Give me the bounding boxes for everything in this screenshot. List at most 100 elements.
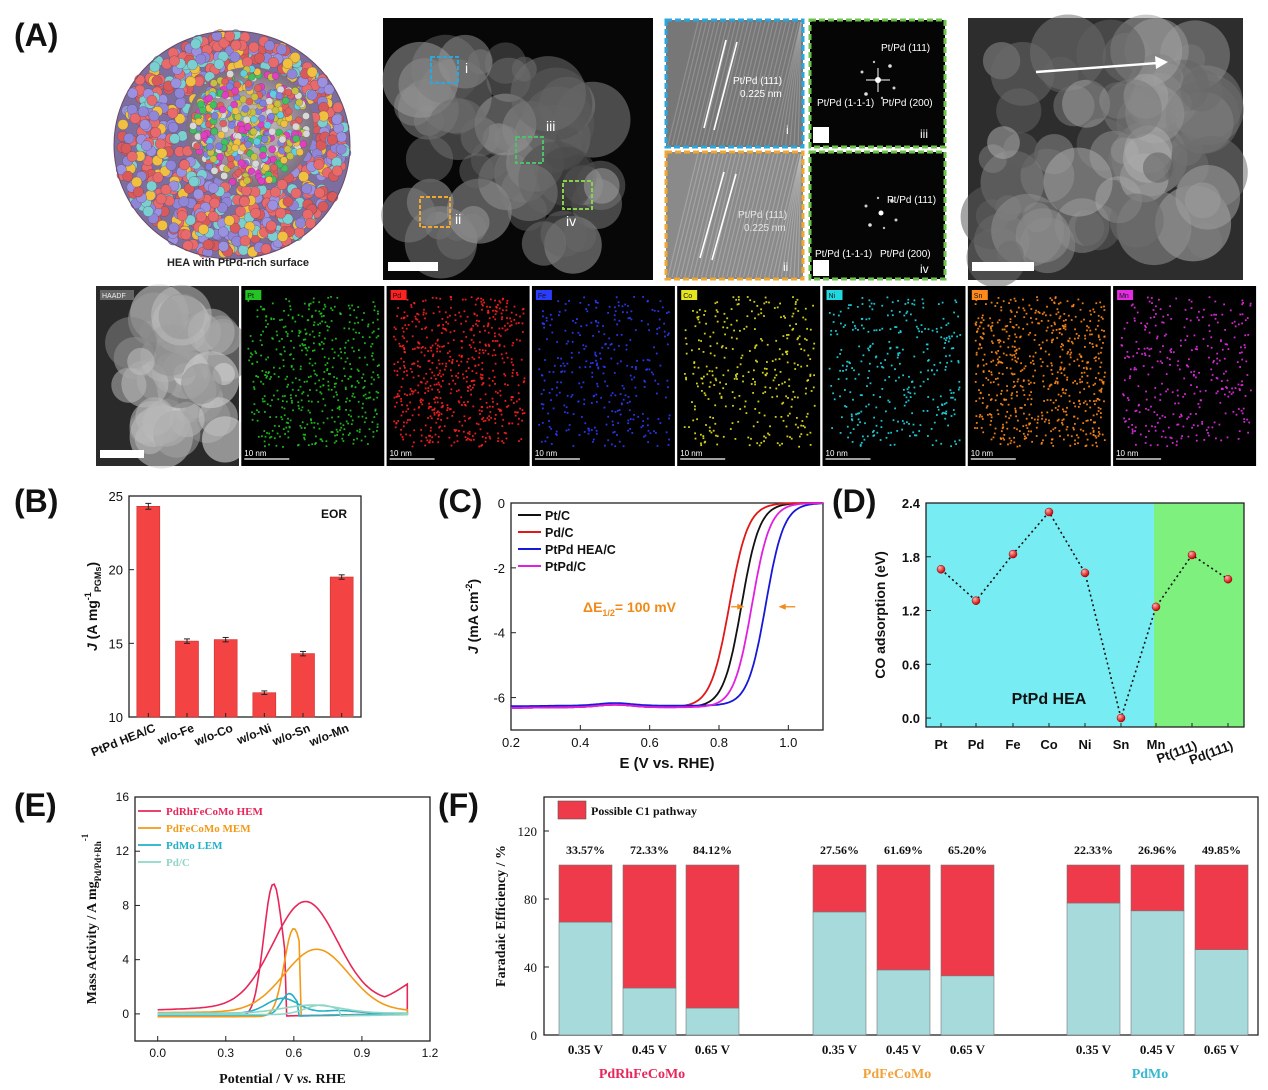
f-bar-rest — [1066, 902, 1121, 1036]
c-legend-entry: PtPd/C — [545, 560, 586, 574]
hrtem-ii-plane: Pt/Pd (111) — [738, 210, 787, 221]
e-series-line — [157, 1004, 409, 1017]
panel-a: HEA with PtPd-rich surface i ii iii iv P… — [96, 14, 1257, 469]
e-ytick: 0 — [122, 1007, 129, 1021]
fft-iii-spot-1: Pt/Pd (111) — [881, 43, 930, 54]
c-series-line — [510, 502, 823, 708]
eds-map-tag-fe: Fe — [538, 293, 546, 300]
hrtem-i: Pt/Pd (111) 0.225 nm i — [664, 18, 805, 149]
eds-map-fe: 10 nm Fe — [531, 286, 675, 466]
b-annotation: EOR — [321, 507, 347, 521]
panel-label-c: (C) — [438, 483, 482, 519]
b-ytick: 15 — [109, 636, 123, 651]
f-bar-label: 26.96% — [1138, 843, 1177, 857]
e-xlabel: Potential / V vs. RHE — [219, 1072, 346, 1087]
eds-map-haadf: HAADF — [96, 284, 253, 469]
f-bar-rest — [622, 987, 677, 1036]
f-bar-label: 65.20% — [948, 843, 987, 857]
f-bar-rest — [1130, 910, 1185, 1036]
d-point — [971, 596, 981, 605]
e-legend-entry: Pd/C — [166, 857, 190, 869]
d-category-label: Ni — [1079, 737, 1092, 752]
eds-map-scale-pt: 10 nm — [244, 449, 267, 458]
roi-label-iv: iv — [566, 213, 576, 229]
e-xtick: 1.2 — [422, 1046, 439, 1060]
b-ytick: 10 — [109, 710, 123, 725]
eds-map-pt: 10 nm Pt — [241, 286, 385, 466]
c-series-line — [511, 502, 823, 709]
f-ytick: 120 — [518, 824, 538, 839]
f-bar-rest — [940, 975, 995, 1036]
f-bar-label: 27.56% — [820, 843, 859, 857]
scale-bar — [388, 262, 438, 271]
d-point — [1116, 713, 1126, 723]
c-xtick: 0.6 — [641, 735, 659, 750]
c-xtick: 0.4 — [571, 735, 589, 750]
f-bar-label: 33.57% — [566, 843, 605, 857]
c-xtick: 0.2 — [502, 735, 520, 750]
hrtem-i-spacing: 0.225 nm — [740, 89, 782, 100]
b-category-label: w/o-Sn — [269, 721, 312, 749]
fft-iv-spot-2: Pt/Pd (1-1-1) — [815, 249, 872, 260]
d-category-label: Pd — [968, 737, 985, 752]
eds-map-tag-haadf: HAADF — [102, 293, 126, 300]
hrtem-ii-label: ii — [783, 260, 788, 274]
fft-iii: Pt/Pd (111) Pt/Pd (1-1-1) Pt/Pd (200) ii… — [808, 18, 947, 149]
c-xtick: 1.0 — [779, 735, 797, 750]
f-bar-rest — [558, 921, 613, 1036]
f-bar-c1 — [876, 864, 931, 971]
d-region-label: PtPd HEA — [1012, 691, 1087, 708]
f-bar-c1 — [685, 864, 740, 1009]
d-category-label: Fe — [1005, 737, 1020, 752]
c-ytick: -4 — [493, 626, 505, 641]
e-ytick: 4 — [122, 953, 129, 967]
hrtem-ii-spacing: 0.225 nm — [744, 223, 786, 234]
c-ytick: 0 — [498, 496, 505, 511]
f-x-label: 0.45 V — [886, 1042, 922, 1057]
f-x-label: 0.45 V — [632, 1042, 668, 1057]
eds-map-pd: 10 nm Pd — [386, 286, 530, 466]
eds-map-scale-co: 10 nm — [680, 449, 703, 458]
hrtem-i-plane: Pt/Pd (111) — [733, 76, 782, 87]
c-ytick: -6 — [493, 691, 505, 706]
e-legend-entry: PdRhFeCoMo HEM — [166, 806, 263, 818]
e-ylabel: Mass Activity / A mgPd/Pd+Rh-1 — [80, 833, 103, 1004]
d-point — [1187, 550, 1197, 560]
c-legend-entry: PtPd HEA/C — [545, 543, 616, 557]
b-category-label: w/o-Co — [192, 721, 235, 749]
eds-map-scale-ni: 10 nm — [826, 449, 849, 458]
hrtem-i-label: i — [786, 123, 789, 137]
e-xtick: 0.6 — [286, 1046, 303, 1060]
f-x-label: 0.65 V — [695, 1042, 731, 1057]
panel-c-lsv-chart: 0.2 0.4 0.6 0.8 1.0 0 -2 -4 -6 Pt/C Pd/C PtPd HEA/C… — [464, 496, 824, 772]
f-bar-rest — [1194, 949, 1249, 1036]
fft-iii-spot-3: Pt/Pd (200) — [882, 98, 933, 109]
f-x-label: 0.45 V — [1140, 1042, 1176, 1057]
haadf-linescan — [960, 14, 1248, 288]
eds-map-co: 10 nm Co — [677, 286, 821, 466]
fft-iv: Pt/Pd (111) Pt/Pd (1-1-1) Pt/Pd (200) iv — [808, 150, 947, 281]
b-category-label: w/o-Fe — [155, 721, 197, 749]
f-ylabel: Faradaic Efficiency / % — [494, 845, 509, 987]
f-bar-label: 61.69% — [884, 843, 923, 857]
c-annotation: ΔE1/2= 100 mV — [583, 599, 677, 618]
f-x-label: 0.35 V — [822, 1042, 858, 1057]
eds-map-scale-fe: 10 nm — [535, 449, 558, 458]
d-trend-line — [940, 510, 1229, 721]
eds-map-mn: 10 nm Mn — [1113, 286, 1257, 466]
eds-map-scale-mn: 10 nm — [1116, 449, 1139, 458]
b-bar — [213, 639, 238, 718]
b-ytick: 25 — [109, 489, 123, 504]
f-group-label: PdMo — [1132, 1067, 1169, 1082]
haadf-overview: i ii iii iv — [381, 18, 653, 280]
eds-maps: HAADF 10 nm Pt 10 nm Pd 10 nm Fe 10 nm Co 10 nm Ni… — [96, 284, 1257, 469]
e-xtick: 0.3 — [217, 1046, 234, 1060]
d-ytick: 0.0 — [902, 711, 920, 726]
b-category-label: PtPd HEA/C — [89, 721, 158, 760]
panel-f-faradaic-chart: 0 40 80 120 Possible C1 pathway 33.57% 0.35 V 7… — [494, 796, 1259, 1082]
fft-iii-spot-2: Pt/Pd (1-1-1) — [817, 98, 874, 109]
eds-map-tag-sn: Sn — [974, 293, 983, 300]
eds-map-ni: 10 nm Ni — [822, 286, 966, 466]
e-ytick: 16 — [116, 790, 130, 804]
